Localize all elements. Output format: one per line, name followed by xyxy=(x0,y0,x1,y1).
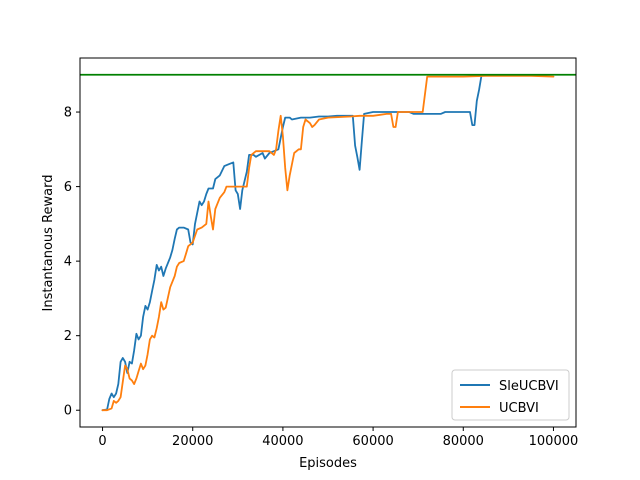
x-tick-label: 60000 xyxy=(352,434,393,449)
series-line-ucbvi xyxy=(101,75,555,412)
y-tick-label: 0 xyxy=(64,404,72,419)
legend-label-ucbvi: UCBVI xyxy=(499,401,539,416)
series-line-sleucbvi xyxy=(101,75,483,412)
legend-label-sleucbvi: SleUCBVI xyxy=(499,379,559,394)
x-axis-label: Episodes xyxy=(299,456,357,471)
series-layer xyxy=(101,75,555,412)
y-tick-label: 8 xyxy=(64,106,72,121)
x-tick-label: 40000 xyxy=(262,434,303,449)
x-tick-label: 100000 xyxy=(529,434,579,449)
x-axis-ticks: 0 20000 40000 60000 80000 100000 xyxy=(98,427,578,449)
y-axis-label: Instantanous Reward xyxy=(41,175,56,312)
plot-frame xyxy=(79,57,577,428)
y-tick-label: 6 xyxy=(64,180,72,195)
x-tick-label: 20000 xyxy=(172,434,213,449)
x-tick-label: 0 xyxy=(98,434,106,449)
y-axis-ticks: 0 2 4 6 8 xyxy=(64,106,80,419)
x-tick-label: 80000 xyxy=(443,434,484,449)
y-tick-label: 2 xyxy=(64,329,72,344)
y-tick-label: 4 xyxy=(64,255,72,270)
plot-area xyxy=(80,58,576,427)
legend: SleUCBVI UCBVI xyxy=(451,369,570,421)
